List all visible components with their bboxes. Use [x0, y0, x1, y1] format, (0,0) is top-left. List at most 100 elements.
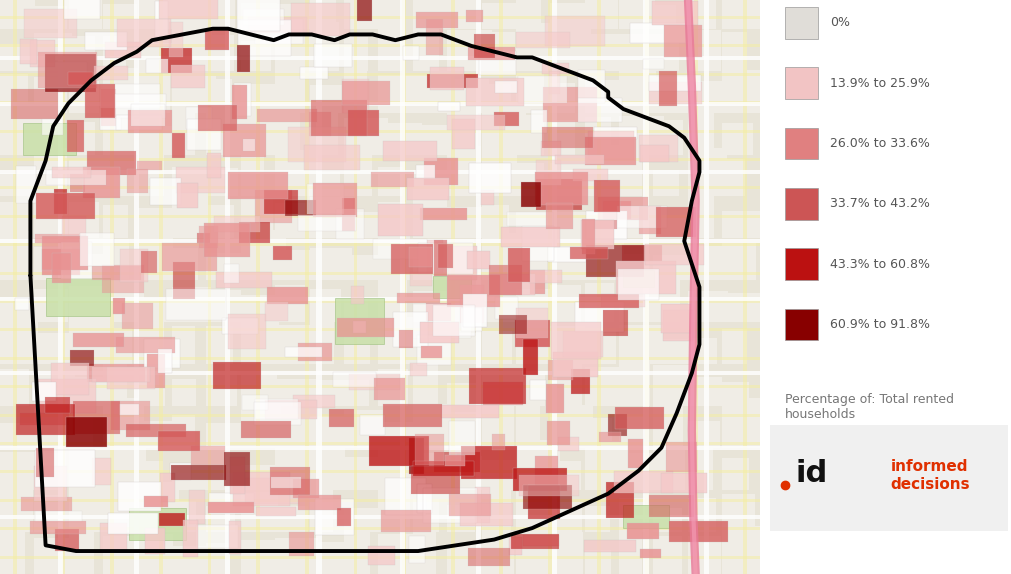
Bar [158, 349, 172, 373]
Bar [630, 24, 686, 42]
Bar [584, 145, 622, 196]
Bar [550, 212, 592, 238]
Bar [117, 20, 171, 47]
Bar [447, 111, 478, 154]
Bar [447, 239, 474, 280]
Bar [116, 115, 162, 130]
Bar [447, 207, 484, 238]
Bar [722, 329, 746, 364]
Bar [378, 422, 418, 448]
Bar [378, 122, 423, 154]
Bar [551, 323, 602, 359]
Bar [722, 398, 761, 448]
Bar [103, 111, 140, 154]
Bar [74, 401, 120, 435]
Bar [141, 251, 157, 273]
Bar [103, 358, 127, 406]
Bar [335, 298, 384, 344]
Bar [585, 211, 627, 239]
Bar [73, 332, 124, 347]
Bar [412, 291, 448, 323]
Bar [55, 189, 67, 214]
Bar [373, 239, 428, 259]
Bar [360, 415, 384, 435]
Bar [129, 508, 186, 540]
Bar [653, 5, 676, 29]
Bar [11, 90, 58, 119]
Bar [382, 141, 438, 161]
Bar [518, 76, 566, 103]
Bar [273, 246, 292, 260]
Bar [0, 56, 760, 60]
Bar [31, 382, 56, 401]
Bar [241, 375, 277, 406]
Bar [396, 293, 440, 303]
Bar [786, 188, 818, 219]
Bar [309, 248, 353, 280]
Bar [550, 326, 585, 364]
Bar [619, 274, 663, 323]
Bar [69, 314, 113, 364]
Bar [103, 398, 145, 448]
Bar [34, 374, 75, 406]
Bar [189, 490, 204, 525]
Bar [640, 145, 669, 162]
Bar [653, 536, 681, 574]
Bar [0, 556, 760, 559]
Bar [378, 442, 421, 490]
Bar [144, 497, 169, 507]
Bar [448, 115, 504, 130]
Bar [0, 446, 760, 450]
Bar [619, 526, 642, 574]
Bar [619, 0, 655, 29]
Bar [381, 510, 431, 532]
Bar [298, 343, 333, 360]
Bar [240, 222, 270, 243]
Bar [159, 0, 218, 20]
Bar [649, 75, 701, 91]
Bar [722, 70, 762, 113]
Bar [30, 40, 55, 67]
Bar [628, 439, 643, 468]
Bar [306, 184, 344, 214]
Bar [256, 507, 296, 517]
Bar [206, 543, 229, 574]
Bar [0, 0, 34, 29]
Bar [476, 0, 481, 574]
Bar [172, 546, 207, 574]
Bar [403, 46, 419, 60]
Bar [426, 303, 452, 321]
Bar [649, 495, 694, 517]
Bar [550, 363, 582, 406]
Bar [0, 529, 24, 574]
Bar [594, 127, 638, 138]
Bar [516, 0, 541, 29]
Bar [344, 457, 388, 490]
Bar [103, 448, 147, 490]
Bar [248, 17, 307, 33]
Bar [435, 452, 480, 472]
Bar [103, 239, 129, 280]
Bar [584, 441, 630, 490]
Bar [513, 468, 567, 491]
Bar [451, 0, 455, 574]
Bar [15, 404, 75, 435]
Bar [447, 30, 492, 71]
Bar [344, 152, 372, 196]
Bar [146, 528, 166, 554]
Bar [34, 401, 66, 448]
Bar [20, 497, 72, 511]
Bar [410, 363, 427, 375]
Bar [344, 298, 368, 323]
Bar [412, 170, 452, 196]
Bar [100, 523, 126, 552]
Bar [424, 158, 458, 185]
Bar [460, 503, 513, 526]
Bar [378, 235, 409, 280]
Bar [598, 197, 648, 220]
Bar [378, 25, 402, 71]
Bar [241, 466, 281, 490]
Bar [241, 230, 286, 280]
Bar [311, 100, 367, 135]
Bar [344, 410, 383, 448]
